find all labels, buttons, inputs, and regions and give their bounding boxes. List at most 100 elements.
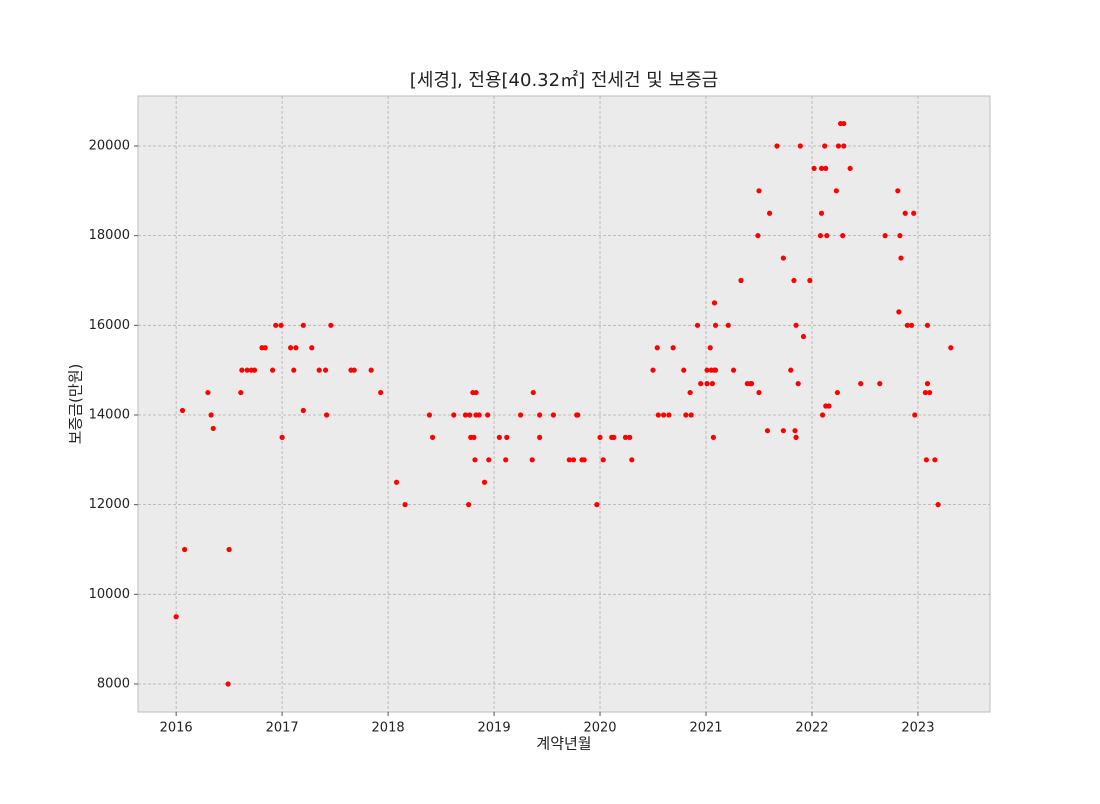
point [793,322,799,328]
point [269,367,276,373]
point [611,434,617,441]
point [504,434,510,441]
point [704,367,710,373]
point [904,322,910,328]
point [824,233,830,239]
x-tick-label: 2019 [478,721,511,736]
point [823,165,829,172]
point [278,322,284,328]
point [834,389,841,396]
point [210,425,216,432]
point [738,277,744,284]
point [694,322,701,328]
point [698,381,704,387]
point [730,367,737,373]
point [324,412,330,418]
x-tick-label: 2017 [266,721,299,736]
point [711,300,718,306]
point [182,546,188,553]
point [429,434,436,441]
point [707,345,713,351]
point [393,479,400,485]
point [575,412,581,418]
point [822,143,828,149]
point [877,381,883,387]
point [517,412,524,418]
y-tick-label: 18000 [89,228,130,243]
point [566,457,572,463]
point [476,412,482,418]
point [173,614,179,620]
point [895,188,901,194]
point [755,233,761,239]
point [650,367,656,373]
y-tick-label: 8000 [97,676,130,691]
point [462,412,469,418]
point [795,381,801,387]
point [788,367,794,373]
point [629,457,635,463]
point [472,457,478,463]
point [279,434,285,441]
x-tick-label: 2020 [583,721,616,736]
point [800,333,807,340]
point [225,681,231,687]
point [756,389,762,396]
point [835,143,842,149]
point [208,412,214,418]
point [792,428,798,434]
point [841,120,847,127]
point [378,389,384,396]
point [712,322,719,328]
point [550,412,557,418]
y-tick-label: 20000 [89,138,130,153]
point [780,428,786,434]
point [328,322,334,328]
x-tick-label: 2016 [160,721,193,736]
point [670,345,676,351]
point [300,322,306,328]
point [205,389,211,396]
y-tick-label: 16000 [89,318,130,333]
point [687,389,693,396]
point [818,210,825,216]
point [426,412,433,418]
point [858,381,864,387]
point [709,381,715,387]
point [897,233,903,239]
point [807,277,813,284]
point [486,457,492,463]
point [654,345,660,351]
point [530,389,536,396]
point [923,457,930,463]
point [666,412,672,418]
point [898,255,904,261]
point [896,309,902,315]
chart-title: [세경], 전용[40.32㎡] 전세건 및 보증금 [410,69,718,91]
point [402,502,408,508]
point [840,233,846,239]
point [244,367,250,373]
plot-area [137,95,991,713]
point [600,457,606,463]
point [570,457,577,463]
point [681,367,687,373]
point [537,412,543,418]
point [503,457,509,463]
x-axis-label: 계약년월 [536,735,591,753]
point [368,367,374,373]
point [309,345,315,351]
point [791,277,797,284]
point [293,345,299,351]
point [273,322,279,328]
point [496,434,502,441]
point [466,502,472,508]
point [882,233,888,239]
point [818,165,825,172]
point [756,188,762,194]
y-tick-label: 10000 [89,587,130,602]
point [226,546,232,553]
point [287,345,294,351]
point [912,412,918,418]
point [847,165,853,172]
